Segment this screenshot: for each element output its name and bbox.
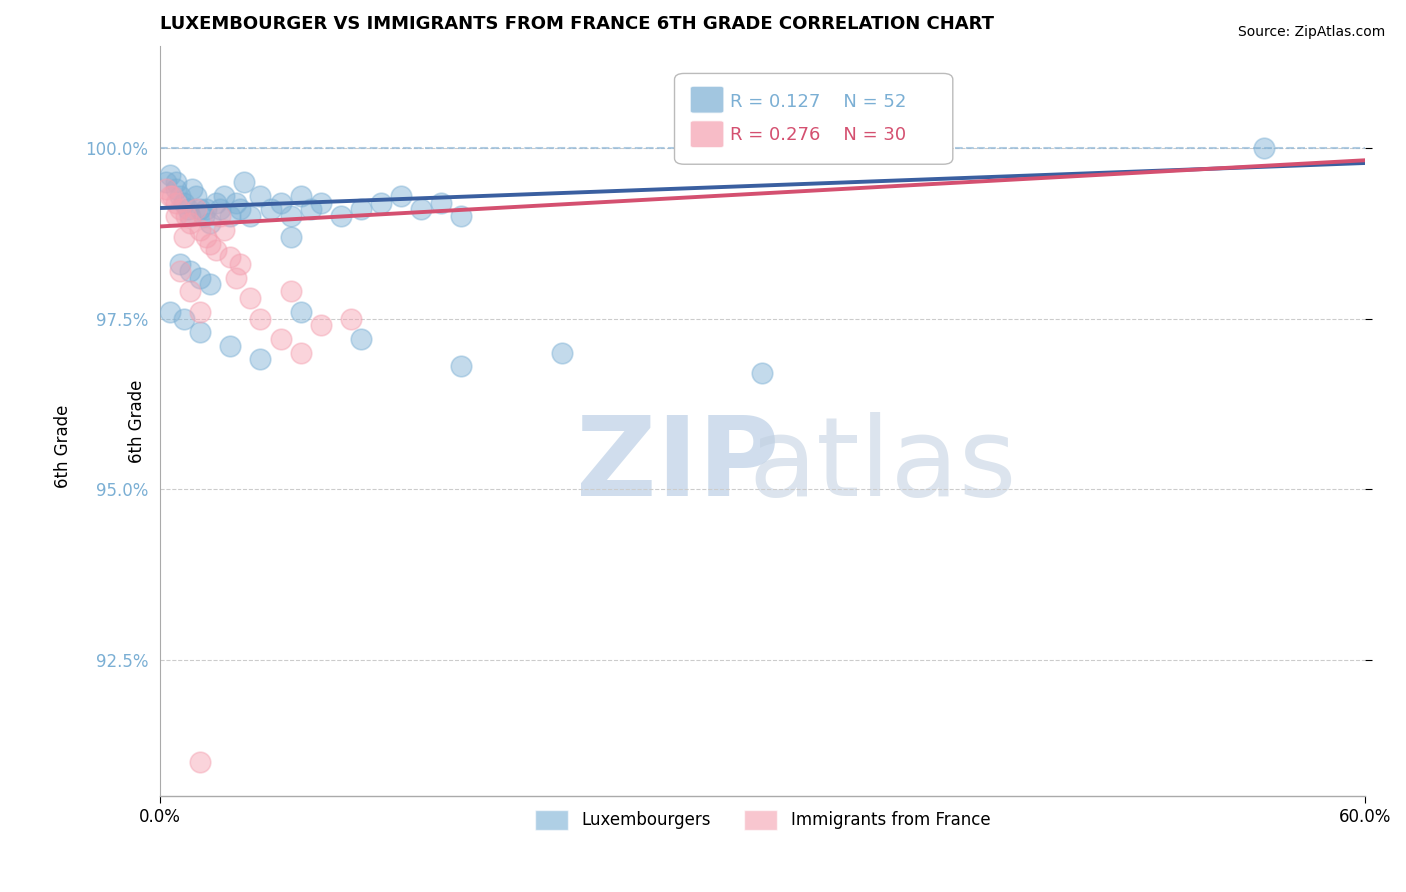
Point bbox=[309, 318, 332, 333]
Point bbox=[329, 209, 352, 223]
Point bbox=[280, 209, 302, 223]
Point bbox=[188, 755, 211, 769]
Point bbox=[160, 188, 183, 202]
Point bbox=[219, 339, 242, 353]
Point bbox=[169, 257, 191, 271]
Point bbox=[159, 188, 181, 202]
FancyBboxPatch shape bbox=[690, 87, 724, 113]
Point bbox=[751, 366, 773, 380]
Point bbox=[200, 236, 222, 251]
Point bbox=[200, 216, 222, 230]
Y-axis label: 6th Grade: 6th Grade bbox=[128, 379, 146, 463]
Point bbox=[259, 202, 281, 217]
Point bbox=[205, 195, 228, 210]
Point bbox=[340, 311, 363, 326]
Point bbox=[209, 209, 232, 223]
Point bbox=[179, 285, 201, 299]
Point bbox=[249, 311, 271, 326]
Point bbox=[165, 209, 187, 223]
Point bbox=[188, 270, 211, 285]
Legend: Luxembourgers, Immigrants from France: Luxembourgers, Immigrants from France bbox=[527, 803, 997, 837]
Point bbox=[214, 188, 236, 202]
Point bbox=[165, 175, 187, 189]
Point bbox=[173, 195, 195, 210]
Point bbox=[209, 202, 232, 217]
Point bbox=[290, 188, 312, 202]
Point bbox=[188, 304, 211, 318]
Point bbox=[290, 304, 312, 318]
Point bbox=[239, 209, 262, 223]
Point bbox=[165, 182, 187, 196]
Point bbox=[270, 195, 292, 210]
Point bbox=[165, 195, 187, 210]
Point bbox=[188, 325, 211, 339]
Point bbox=[239, 291, 262, 305]
Point bbox=[550, 345, 572, 359]
Point bbox=[179, 216, 201, 230]
Point bbox=[225, 270, 247, 285]
Text: R = 0.276    N = 30: R = 0.276 N = 30 bbox=[730, 126, 905, 144]
Point bbox=[195, 229, 218, 244]
Point bbox=[233, 175, 256, 189]
Point bbox=[169, 188, 191, 202]
Point bbox=[188, 223, 211, 237]
Point bbox=[219, 250, 242, 264]
Point bbox=[411, 202, 433, 217]
Point bbox=[219, 209, 242, 223]
Point bbox=[193, 209, 215, 223]
Point bbox=[159, 169, 181, 183]
Point bbox=[280, 285, 302, 299]
Text: Source: ZipAtlas.com: Source: ZipAtlas.com bbox=[1237, 25, 1385, 39]
Point bbox=[290, 345, 312, 359]
Point bbox=[350, 202, 373, 217]
Point bbox=[249, 352, 271, 367]
Point bbox=[186, 202, 208, 217]
Point bbox=[389, 188, 412, 202]
Text: atlas: atlas bbox=[748, 412, 1017, 519]
Point bbox=[450, 359, 472, 374]
Point bbox=[225, 195, 247, 210]
Point bbox=[155, 175, 177, 189]
Point bbox=[174, 209, 197, 223]
Text: LUXEMBOURGER VS IMMIGRANTS FROM FRANCE 6TH GRADE CORRELATION CHART: LUXEMBOURGER VS IMMIGRANTS FROM FRANCE 6… bbox=[160, 15, 994, 33]
Point bbox=[181, 182, 204, 196]
Point bbox=[450, 209, 472, 223]
Point bbox=[229, 257, 252, 271]
Point bbox=[270, 332, 292, 346]
Text: R = 0.127    N = 52: R = 0.127 N = 52 bbox=[730, 93, 907, 111]
Point bbox=[169, 202, 191, 217]
Point bbox=[299, 202, 322, 217]
Point bbox=[177, 202, 200, 217]
Point bbox=[173, 311, 195, 326]
Point bbox=[280, 229, 302, 244]
Point bbox=[309, 195, 332, 210]
Point bbox=[188, 202, 211, 217]
Text: ZIP: ZIP bbox=[576, 412, 780, 519]
FancyBboxPatch shape bbox=[675, 73, 953, 164]
Point bbox=[155, 182, 177, 196]
Point bbox=[1253, 141, 1275, 155]
Point bbox=[195, 202, 218, 217]
Point bbox=[169, 264, 191, 278]
Point bbox=[370, 195, 392, 210]
Point bbox=[249, 188, 271, 202]
Point bbox=[186, 188, 208, 202]
FancyBboxPatch shape bbox=[690, 120, 724, 148]
Point bbox=[205, 244, 228, 258]
Point bbox=[159, 304, 181, 318]
Point bbox=[229, 202, 252, 217]
Point bbox=[173, 229, 195, 244]
Text: 6th Grade: 6th Grade bbox=[55, 404, 72, 488]
Point bbox=[430, 195, 453, 210]
Point bbox=[200, 277, 222, 292]
Point bbox=[179, 209, 201, 223]
Point bbox=[179, 264, 201, 278]
Point bbox=[214, 223, 236, 237]
Point bbox=[350, 332, 373, 346]
